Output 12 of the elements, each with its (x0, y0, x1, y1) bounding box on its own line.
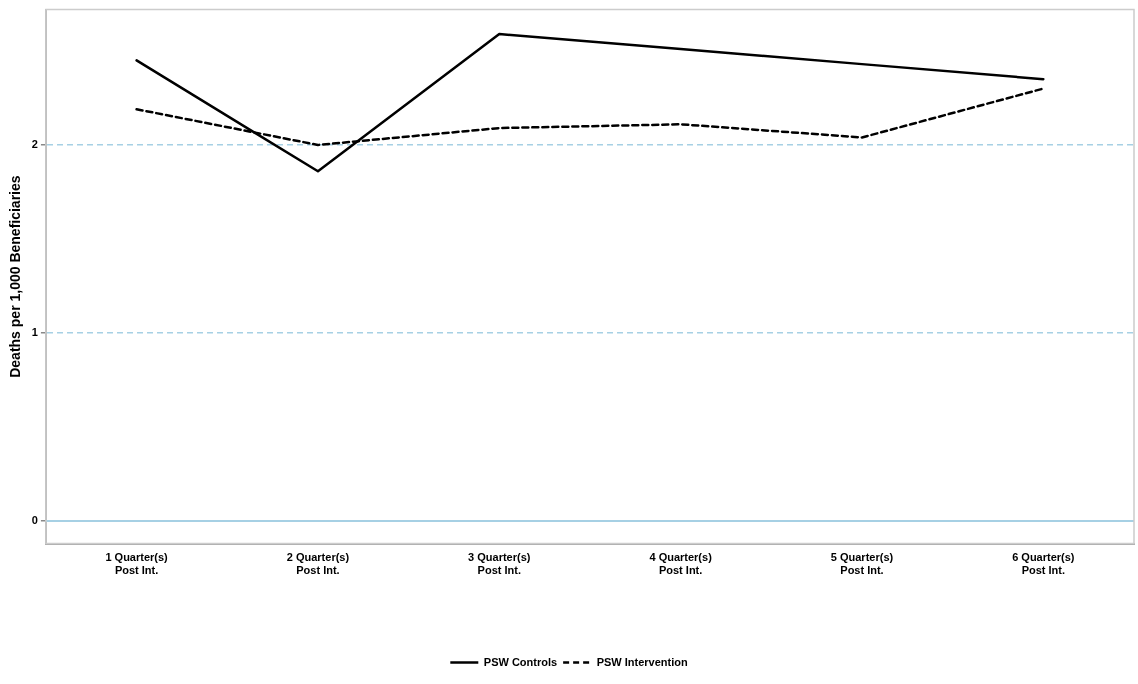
x-tick-label: 6 Quarter(s) Post Int. (1012, 551, 1075, 577)
y-tick-label: 1 (31, 326, 38, 339)
legend-label: PSW Controls (483, 655, 558, 668)
y-tick-label: 2 (31, 138, 38, 151)
x-tick-label: 2 Quarter(s) Post Int. (286, 551, 350, 577)
y-tick-label: 0 (31, 514, 38, 527)
x-tick-label: 4 Quarter(s) Post Int. (649, 551, 713, 577)
x-tick-label: 5 Quarter(s) Post Int. (830, 551, 894, 577)
x-tick-label: 1 Quarter(s) Post Int. (105, 551, 169, 577)
legend-label: PSW Intervention (596, 655, 688, 668)
x-tick-label: 3 Quarter(s) Post Int. (468, 551, 531, 577)
y-axis-title: Deaths per 1,000 Beneficiaries (7, 175, 24, 378)
